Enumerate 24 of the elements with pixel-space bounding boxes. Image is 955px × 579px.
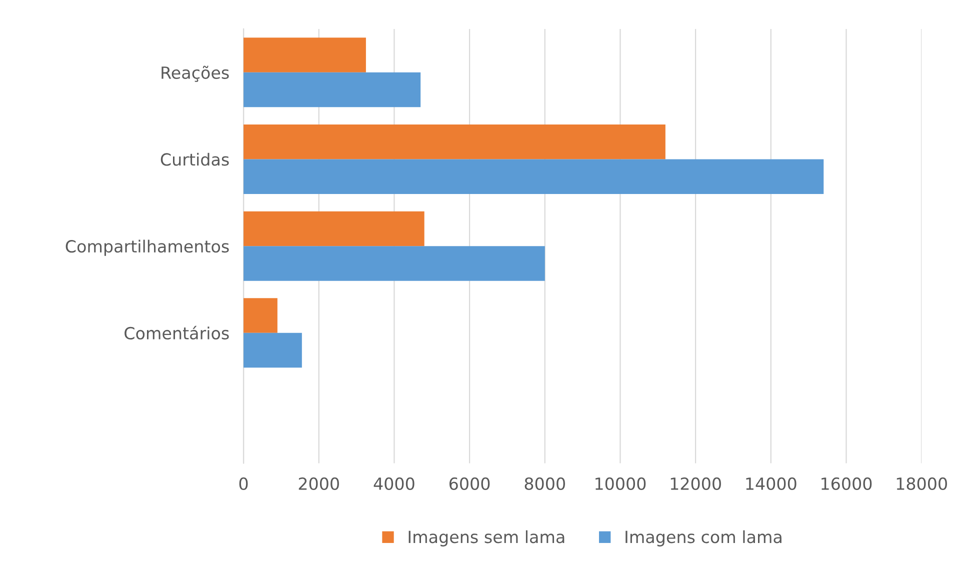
x-tick-label: 10000 [596,477,646,490]
bar [244,72,421,108]
bar [244,38,366,72]
y-tick-label: Curtidas [160,152,229,166]
x-tick-label: 0 [239,477,248,490]
y-tick-label: Reações [162,66,229,82]
bar [244,159,824,194]
bar [244,298,278,333]
x-tick-label: 2000 [298,477,339,490]
x-tick-label: 12000 [670,477,721,490]
x-tick-label: 4000 [374,477,414,490]
x-tick-label: 16000 [822,477,872,490]
bar [244,124,666,160]
legend-label: Imagens com lama [626,530,782,546]
x-tick-label: 6000 [449,477,490,490]
y-tick-label: Comentários [124,326,229,340]
x-tick-label: 18000 [896,477,947,490]
bar [244,211,424,246]
x-tick-label: 8000 [524,477,565,490]
y-tick-label: Compartilhamentos [66,240,229,256]
bar [244,332,302,368]
legend-label: Imagens sem lama [408,530,564,546]
bar [244,246,545,281]
x-tick-label: 14000 [746,477,796,490]
